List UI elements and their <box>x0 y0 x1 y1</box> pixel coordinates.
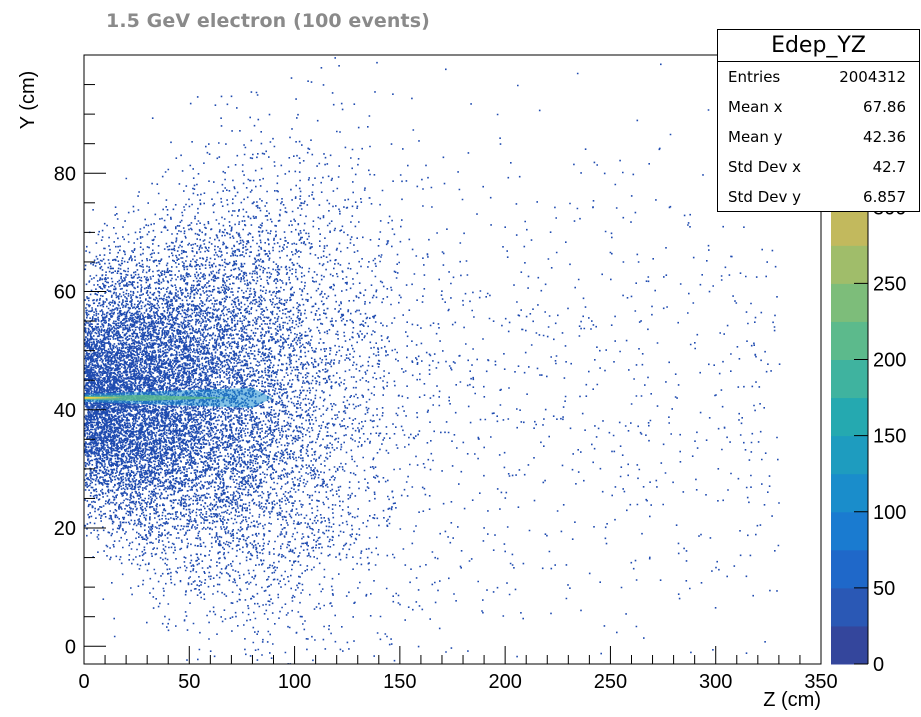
colorbar-swatch <box>831 321 868 360</box>
scatter-layer <box>84 57 781 664</box>
colorbar-swatch <box>831 511 868 551</box>
stats-value: 6.857 <box>863 188 906 206</box>
colorbar-tick-label: 250 <box>873 273 906 295</box>
x-axis-label: Z (cm) <box>763 689 821 711</box>
stats-title: Edep_YZ <box>718 30 919 62</box>
stats-value: 2004312 <box>839 68 906 86</box>
stats-value: 67.86 <box>863 98 906 116</box>
y-tick-label: 60 <box>54 282 76 304</box>
deposit-points <box>84 57 781 664</box>
x-tick-label: 0 <box>78 671 89 693</box>
core-peak <box>84 396 124 399</box>
core-band <box>84 394 233 401</box>
stats-row-entries: Entries 2004312 <box>718 62 919 92</box>
colorbar-swatch <box>831 283 868 322</box>
x-tick-label: 50 <box>178 671 200 693</box>
x-tick-label: 200 <box>488 671 521 693</box>
x-tick-label: 350 <box>804 671 837 693</box>
stats-row-mean-y: Mean y 42.36 <box>718 122 919 152</box>
stats-label: Mean y <box>728 128 783 146</box>
stats-box: Edep_YZ Entries 2004312 Mean x 67.86 Mea… <box>717 29 920 212</box>
colorbar-swatch <box>831 435 868 475</box>
colorbar-tick-label: 150 <box>873 426 906 448</box>
y-tick-label: 20 <box>54 518 76 540</box>
y-tick-label: 0 <box>65 636 76 658</box>
colorbar-tick-label: 100 <box>873 502 906 524</box>
stats-value: 42.7 <box>872 158 906 176</box>
stats-label: Mean x <box>728 98 783 116</box>
y-tick-label: 40 <box>54 400 76 422</box>
stats-row-mean-x: Mean x 67.86 <box>718 92 919 122</box>
stats-row-std-dev-y: Std Dev y 6.857 <box>718 182 919 212</box>
colorbar-swatch <box>831 245 868 284</box>
colorbar-swatch <box>831 549 868 589</box>
colorbar-swatch <box>831 359 868 399</box>
stats-value: 42.36 <box>863 128 906 146</box>
colorbar-swatch <box>831 625 868 665</box>
colorbar-tick-label: 200 <box>873 350 906 372</box>
stats-label: Entries <box>728 68 781 86</box>
x-tick-label: 250 <box>594 671 627 693</box>
stats-row-std-dev-x: Std Dev x 42.7 <box>718 152 919 182</box>
x-tick-label: 150 <box>383 671 416 693</box>
colorbar-swatch <box>831 473 868 513</box>
colorbar-tick-label: 50 <box>873 578 895 600</box>
x-tick-label: 300 <box>699 671 732 693</box>
plot-area <box>84 55 821 664</box>
y-axis: 0 20 40 60 80 <box>54 84 106 658</box>
page-title: 1.5 GeV electron (100 events) <box>106 10 430 32</box>
colorbar-tick-label: 0 <box>873 654 884 676</box>
y-axis-label: Y (cm) <box>17 71 39 130</box>
colorbar-swatch <box>831 397 868 437</box>
x-tick-label: 100 <box>278 671 311 693</box>
plot-frame <box>83 54 822 665</box>
y-tick-label: 80 <box>54 163 76 185</box>
hot-core <box>84 387 273 408</box>
x-axis: 0 50 100 150 200 250 300 350 <box>78 646 838 693</box>
stats-label: Std Dev x <box>728 158 801 176</box>
stats-label: Std Dev y <box>728 188 801 206</box>
colorbar-swatch <box>831 587 868 627</box>
colorbar-swatch <box>831 207 868 246</box>
